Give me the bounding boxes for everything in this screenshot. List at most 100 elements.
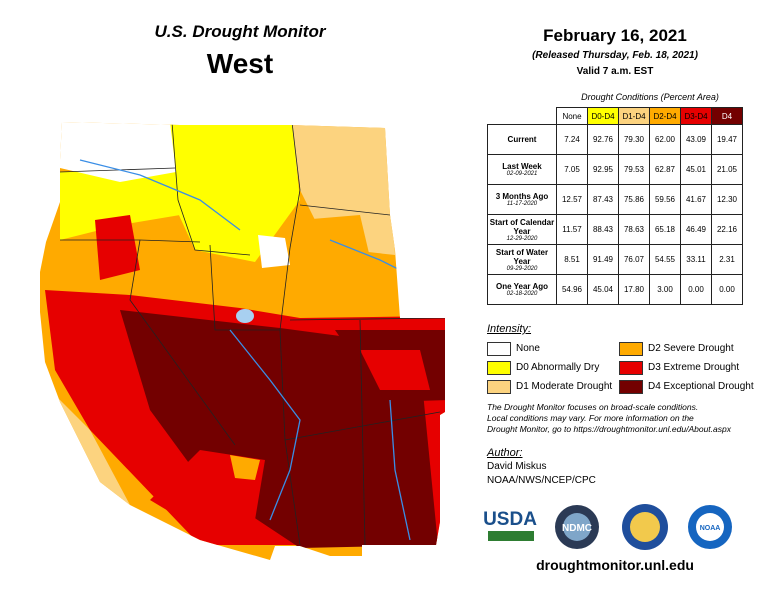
cell: 87.43 xyxy=(587,184,619,215)
row-name: 3 Months Ago xyxy=(495,192,549,201)
column-header: D4 xyxy=(711,107,743,125)
note: The Drought Monitor focuses on broad-sca… xyxy=(487,402,731,435)
cell: 78.63 xyxy=(618,214,650,245)
cell: 3.00 xyxy=(649,274,681,305)
column-header: None xyxy=(556,107,588,125)
cell: 92.76 xyxy=(587,124,619,155)
row-name: One Year Ago xyxy=(495,282,549,291)
cell: 79.53 xyxy=(618,154,650,185)
author-org: NOAA/NWS/NCEP/CPC xyxy=(487,475,596,486)
row-name: Start of Water Year xyxy=(495,247,549,266)
cell: 8.51 xyxy=(556,244,588,275)
column-header: D1-D4 xyxy=(618,107,650,125)
row: Start of Calendar Year 12-29-2020 11.57 88.… xyxy=(487,214,743,245)
row-name: Current xyxy=(507,135,537,144)
legend-swatch xyxy=(487,379,511,394)
row-label: Start of Water Year 09-29-2020 xyxy=(487,244,557,275)
cell: 19.47 xyxy=(711,124,743,155)
logos: USDA NDMC NOAA xyxy=(483,504,732,550)
note-line: Drought Monitor, go to https://droughtmo… xyxy=(487,424,731,434)
cell: 59.56 xyxy=(649,184,681,215)
legend-item: D1 Moderate Drought xyxy=(487,377,619,396)
logo-usda: USDA xyxy=(483,509,537,530)
logo-ndmc: NDMC xyxy=(562,523,592,534)
cell: 45.04 xyxy=(587,274,619,305)
legend-item: D2 Severe Drought xyxy=(619,339,754,358)
legend-label: D1 Moderate Drought xyxy=(516,381,613,392)
cell: 88.43 xyxy=(587,214,619,245)
legend: Intensity: None D0 Abnormally Dry D1 Moder… xyxy=(487,323,757,396)
legend-swatch xyxy=(487,341,511,356)
table-caption: Drought Conditions (Percent Area) xyxy=(581,92,719,102)
author: Author: David Miskus NOAA/NWS/NCEP/CPC xyxy=(487,446,596,488)
legend-swatch xyxy=(619,379,643,394)
legend-label: D2 Severe Drought xyxy=(648,343,734,354)
cell: 54.96 xyxy=(556,274,588,305)
cell: 91.49 xyxy=(587,244,619,275)
cell: 12.57 xyxy=(556,184,588,215)
legend-item: D3 Extreme Drought xyxy=(619,358,754,377)
cell: 46.49 xyxy=(680,214,712,245)
cell: 0.00 xyxy=(680,274,712,305)
corner xyxy=(488,108,557,125)
cell: 7.05 xyxy=(556,154,588,185)
legend-label: D4 Exceptional Drought xyxy=(648,381,754,392)
author-name: David Miskus xyxy=(487,461,547,472)
valid: Valid 7 a.m. EST xyxy=(577,66,654,77)
cell: 0.00 xyxy=(711,274,743,305)
row-date: 12-29-2020 xyxy=(506,235,538,242)
legend-swatch xyxy=(619,341,643,356)
cell: 45.01 xyxy=(680,154,712,185)
row: Current 7.24 92.76 79.30 62.00 43.09 19.47 xyxy=(487,124,743,155)
header-row: None D0-D4 D1-D4 D2-D4 D3-D4 D4 xyxy=(488,107,743,125)
cell: 21.05 xyxy=(711,154,743,185)
column-header: D2-D4 xyxy=(649,107,681,125)
region: West xyxy=(207,48,273,79)
note-line: Local conditions may vary. For more info… xyxy=(487,413,694,423)
cell: 75.86 xyxy=(618,184,650,215)
cell: 92.95 xyxy=(587,154,619,185)
cell: 43.09 xyxy=(680,124,712,155)
cell: 22.16 xyxy=(711,214,743,245)
legend-swatch xyxy=(619,360,643,375)
cell: 79.30 xyxy=(618,124,650,155)
legend-label: D0 Abnormally Dry xyxy=(516,362,600,373)
row-date: 11-17-2020 xyxy=(506,201,538,207)
row-date: 02-09-2021 xyxy=(506,171,538,177)
row: One Year Ago 02-18-2020 54.96 45.04 17.80 3.0… xyxy=(487,274,743,305)
cell: 2.31 xyxy=(711,244,743,275)
column-header: D0-D4 xyxy=(587,107,619,125)
row-name: Start of Calendar Year xyxy=(489,217,555,236)
legend-title: Intensity: xyxy=(487,323,532,335)
cell: 62.00 xyxy=(649,124,681,155)
cell: 17.80 xyxy=(618,274,650,305)
row-label: One Year Ago 02-18-2020 xyxy=(487,274,557,305)
cell: 62.87 xyxy=(649,154,681,185)
row-label: Last Week 02-09-2021 xyxy=(487,154,557,185)
legend-item: D0 Abnormally Dry xyxy=(487,358,619,377)
cell: 65.18 xyxy=(649,214,681,245)
row-label: Current xyxy=(487,124,557,155)
row: Start of Water Year 09-29-2020 8.51 91.49 76… xyxy=(487,244,743,275)
logo-noaa: NOAA xyxy=(700,525,721,532)
cell: 11.57 xyxy=(556,214,588,245)
legend-item: None xyxy=(487,339,619,358)
cell: 41.67 xyxy=(680,184,712,215)
note-line: The Drought Monitor focuses on broad-sca… xyxy=(487,402,699,412)
cell: 76.07 xyxy=(618,244,650,275)
legend-swatch xyxy=(487,360,511,375)
row-date: 09-29-2020 xyxy=(506,265,538,272)
author-heading: Author: xyxy=(487,447,523,459)
row-label: Start of Calendar Year 12-29-2020 xyxy=(487,214,557,245)
legend-label: D3 Extreme Drought xyxy=(648,362,740,373)
cell: 33.11 xyxy=(680,244,712,275)
legend-items: None D0 Abnormally Dry D1 Moderate Drought… xyxy=(487,339,757,396)
drought-map xyxy=(40,122,445,560)
released: (Released Thursday, Feb. 18, 2021) xyxy=(532,50,698,61)
legend-label: None xyxy=(516,343,540,354)
title: U.S. Drought Monitor xyxy=(155,22,327,41)
column-header: D3-D4 xyxy=(680,107,712,125)
url: droughtmonitor.unl.edu xyxy=(536,557,694,573)
